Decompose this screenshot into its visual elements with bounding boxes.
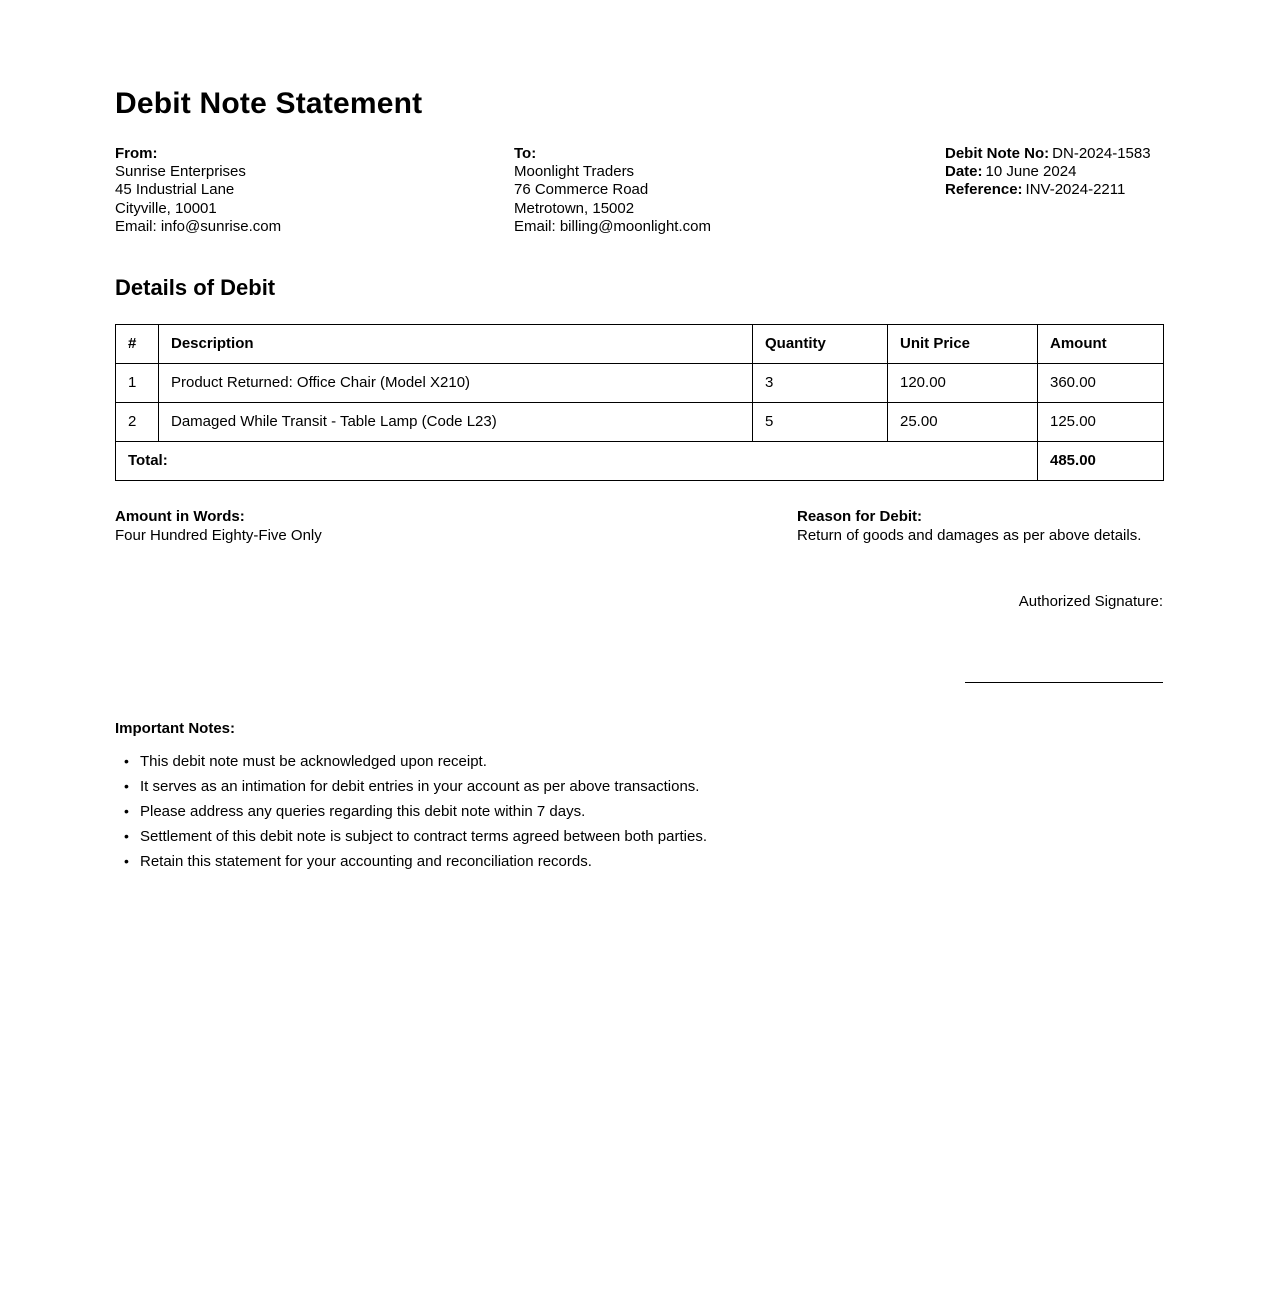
col-header-amount: Amount <box>1037 324 1164 365</box>
row-unit-price: 25.00 <box>887 402 1038 443</box>
row-number: 2 <box>115 402 159 443</box>
debit-note-reference-value: INV-2024-2211 <box>1025 181 1126 199</box>
from-block: From: Sunrise Enterprises 45 Industrial … <box>115 145 514 236</box>
debit-note-number: Debit Note No: DN-2024-1583 <box>945 145 1163 163</box>
debit-note-reference-label: Reference: <box>945 181 1023 199</box>
from-email: Email: info@sunrise.com <box>115 217 282 235</box>
note-item: It serves as an intimation for debit ent… <box>124 774 1163 799</box>
note-item: Settlement of this debit note is subject… <box>124 824 1163 849</box>
to-email: Email: billing@moonlight.com <box>514 217 711 235</box>
signature-line <box>965 682 1163 684</box>
total-value: 485.00 <box>1037 441 1164 482</box>
debit-note-reference: Reference: INV-2024-2211 <box>945 181 1163 199</box>
total-label: Total: <box>115 441 1038 482</box>
authorized-signature-label: Authorized Signature: <box>1018 593 1163 611</box>
debit-note-number-label: Debit Note No: <box>945 145 1050 162</box>
row-number: 1 <box>115 363 159 404</box>
col-header-quantity: Quantity <box>752 324 888 365</box>
table-total-row: Total: 485.00 <box>115 441 1164 482</box>
to-company: Moonlight Traders <box>514 163 635 181</box>
row-description: Damaged While Transit - Table Lamp (Code… <box>158 402 753 443</box>
from-address-line1: 45 Industrial Lane <box>115 181 235 199</box>
col-header-description: Description <box>158 324 753 365</box>
row-unit-price: 120.00 <box>887 363 1038 404</box>
row-amount: 125.00 <box>1037 402 1164 443</box>
parties-header: From: Sunrise Enterprises 45 Industrial … <box>115 145 1163 236</box>
meta-block: Debit Note No: DN-2024-1583 Date: 10 June … <box>945 145 1163 236</box>
important-notes-label: Important Notes: <box>115 720 235 738</box>
from-address-line2: Cityville, 10001 <box>115 199 217 217</box>
table-row: 2 Damaged While Transit - Table Lamp (Co… <box>115 402 1164 443</box>
from-company: Sunrise Enterprises <box>115 163 246 181</box>
debit-note-date-value: 10 June 2024 <box>985 163 1077 181</box>
amount-in-words-label: Amount in Words: <box>115 508 245 526</box>
amount-in-words-block: Amount in Words: Four Hundred Eighty-Fiv… <box>115 507 797 545</box>
to-block: To: Moonlight Traders 76 Commerce Road M… <box>514 145 945 236</box>
col-header-unit-price: Unit Price <box>887 324 1038 365</box>
table-header-row: # Description Quantity Unit Price Amount <box>115 324 1164 365</box>
from-label: From: <box>115 145 158 162</box>
row-amount: 360.00 <box>1037 363 1164 404</box>
row-description: Product Returned: Office Chair (Model X2… <box>158 363 753 404</box>
amount-in-words-value: Four Hundred Eighty-Five Only <box>115 527 322 545</box>
reason-value: Return of goods and damages as per above… <box>797 527 1142 545</box>
note-item: Retain this statement for your accountin… <box>124 849 1163 874</box>
note-item: This debit note must be acknowledged upo… <box>124 749 1163 774</box>
important-notes-list: This debit note must be acknowledged upo… <box>115 749 1163 874</box>
debit-note-date: Date: 10 June 2024 <box>945 163 1163 181</box>
details-section-heading: Details of Debit <box>115 275 276 301</box>
note-item: Please address any queries regarding thi… <box>124 799 1163 824</box>
page-title: Debit Note Statement <box>115 87 423 120</box>
debit-note-number-value: DN-2024-1583 <box>1052 145 1151 162</box>
to-address-line2: Metrotown, 15002 <box>514 199 635 217</box>
reason-block: Reason for Debit: Return of goods and da… <box>797 507 1163 545</box>
debit-items-table: # Description Quantity Unit Price Amount… <box>115 324 1164 482</box>
important-notes-section: Important Notes: This debit note must be… <box>115 720 1163 874</box>
col-header-number: # <box>115 324 159 365</box>
reason-label: Reason for Debit: <box>797 508 923 526</box>
row-quantity: 3 <box>752 363 888 404</box>
to-address-line1: 76 Commerce Road <box>514 181 649 199</box>
row-quantity: 5 <box>752 402 888 443</box>
summary-row: Amount in Words: Four Hundred Eighty-Fiv… <box>115 507 1163 545</box>
debit-note-date-label: Date: <box>945 163 983 181</box>
table-row: 1 Product Returned: Office Chair (Model … <box>115 363 1164 404</box>
to-label: To: <box>514 145 537 162</box>
